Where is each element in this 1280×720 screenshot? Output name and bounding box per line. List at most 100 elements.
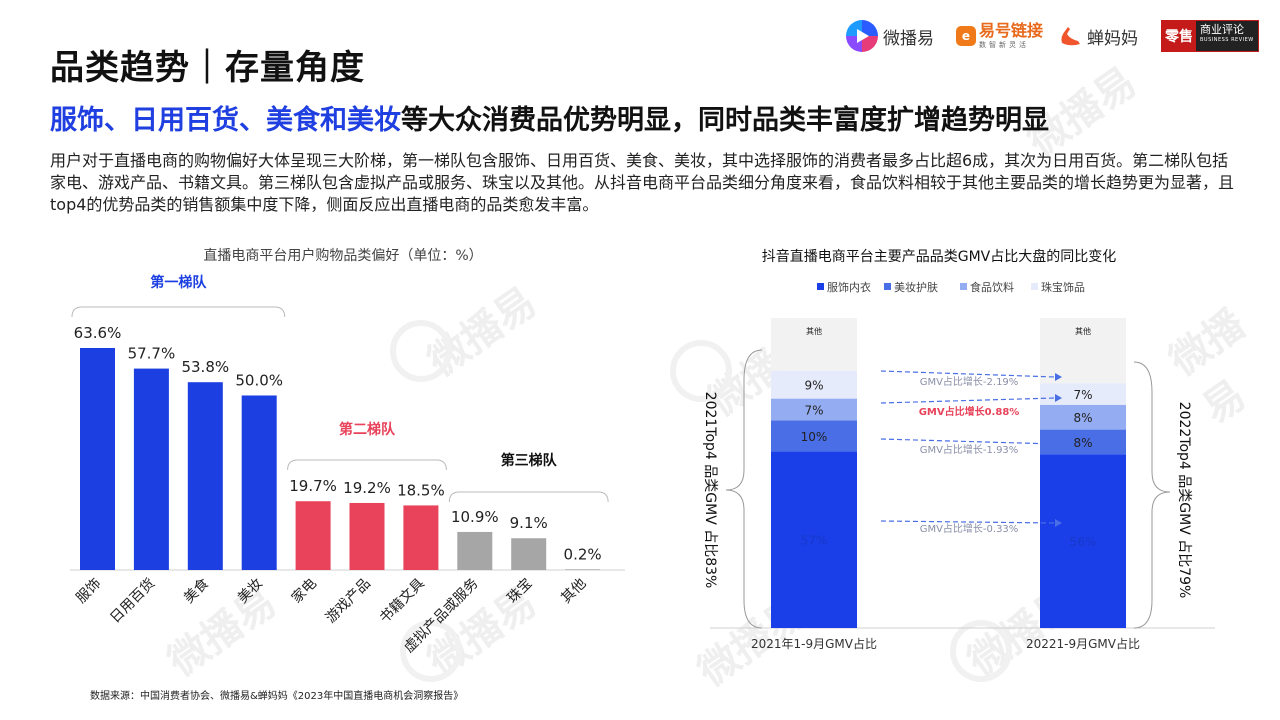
bar-美妆 [241, 395, 277, 570]
bar-value-label: 10.9% [451, 508, 499, 526]
arrow-head-icon [1055, 440, 1062, 448]
legend-label: 食品饮料 [970, 280, 1014, 294]
arrow-head-icon [1055, 373, 1062, 381]
chanmama-logo: 蝉妈妈 [1058, 14, 1138, 58]
growth-annotation: GMV占比增长-0.33% [920, 522, 1019, 535]
yihao-logo: e 易号链接 数智新灵活 [956, 14, 1043, 58]
bar-value-label: 19.7% [289, 477, 337, 495]
segment-label: 57% [801, 534, 828, 548]
arrow-head-icon [1055, 519, 1062, 527]
chart-title: 直播电商平台用户购物品类偏好（单位：%） [203, 247, 482, 264]
bar-value-label: 63.6% [74, 324, 122, 342]
legend-label: 美妆护肤 [894, 280, 938, 294]
legend-swatch [960, 283, 967, 290]
legend-label: 服饰内衣 [827, 280, 871, 294]
yihao-logo-subtext: 数智新灵活 [979, 41, 1029, 49]
segment-label: 其他 [806, 326, 822, 336]
trend-arrow [880, 370, 1056, 378]
weibo-logo-text: 微播易 [883, 28, 934, 49]
brace-label: 2021Top4 品类GMV 占比83% [702, 392, 718, 589]
growth-annotation: GMV占比增长0.88% [919, 405, 1020, 418]
lingshou-logo-mark: 零售 [1162, 21, 1196, 51]
bar-value-label: 53.8% [181, 358, 229, 376]
lingshou-logo-subtext: BUSINESS REVIEW [1200, 37, 1254, 43]
bar-服饰 [80, 348, 115, 570]
tier-label: 第三梯队 [501, 452, 558, 469]
bar-value-label: 0.2% [564, 545, 602, 563]
chanmama-logo-text: 蝉妈妈 [1087, 28, 1138, 49]
stack-segment-食品饮料 [771, 398, 857, 421]
yihao-logo-text: 易号链接 [979, 21, 1044, 40]
play-logo-icon [846, 20, 878, 52]
bar-其他 [565, 569, 601, 570]
legend-swatch [884, 283, 891, 290]
trend-arrow [880, 397, 1056, 404]
bar-书籍文具 [403, 505, 439, 570]
watermark-circle [400, 620, 462, 682]
stack-segment-其他 [771, 318, 857, 371]
stack-segment-美妆护肤 [771, 420, 857, 452]
bar-value-label: 19.2% [343, 479, 391, 497]
growth-annotation: GMV占比增长-1.93% [920, 443, 1019, 456]
tier-bracket [448, 491, 609, 503]
page-subtitle: 服饰、日用百货、美食和美妆等大众消费品优势明显，同时品类丰富度扩增趋势明显 [50, 98, 1049, 137]
segment-label: 7% [1073, 388, 1092, 402]
watermark-circle [670, 340, 732, 402]
stack-segment-珠宝饰品 [771, 370, 857, 399]
legend-swatch [1031, 283, 1038, 290]
bar-日用百货 [133, 368, 169, 570]
tier-bracket [287, 459, 447, 471]
data-source: 数据来源：中国消费者协会、微播易&蝉妈妈《2023年中国直播电商机会洞察报告》 [90, 691, 464, 702]
segment-label: 9% [804, 379, 823, 393]
weibo-logo: 微播易 [846, 14, 934, 58]
bar-value-label: 18.5% [397, 481, 445, 499]
category-tick-label: 20221-9月GMV占比 [1026, 636, 1140, 651]
bar-美食 [187, 382, 223, 570]
lingshou-logo-text: 商业评论 [1200, 23, 1244, 36]
chart-title: 抖音直播电商平台主要产品品类GMV占比大盘的同比变化 [762, 248, 1117, 265]
trend-arrow [880, 520, 1056, 524]
lingshou-logo: 零售 商业评论 BUSINESS REVIEW [1161, 14, 1259, 58]
chanmama-logo-icon [1061, 27, 1080, 46]
stack-segment-服饰内衣 [1040, 454, 1126, 628]
bar-value-label: 9.1% [510, 514, 548, 532]
stack-segment-服饰内衣 [771, 451, 857, 628]
right-brace [1133, 361, 1171, 629]
arrow-head-icon [1055, 394, 1062, 402]
legend-label: 珠宝饰品 [1041, 280, 1085, 294]
bar-珠宝 [511, 538, 547, 570]
brace-label: 2022Top4 品类GMV 占比79% [1176, 402, 1192, 599]
segment-label: 7% [804, 403, 823, 417]
stack-segment-其他 [1040, 318, 1126, 384]
segment-label: 56% [1070, 535, 1097, 549]
trend-arrow [880, 438, 1056, 445]
growth-annotation: GMV占比增长-2.19% [920, 375, 1019, 388]
watermark-circle [950, 620, 1012, 682]
bar-游戏产品 [349, 502, 385, 570]
bar-家电 [295, 501, 331, 570]
category-tick-label: 2021年1-9月GMV占比 [751, 636, 877, 651]
segment-label: 8% [1073, 436, 1092, 450]
page-title: 品类趋势｜存量角度 [50, 48, 365, 88]
watermark-circle [390, 320, 452, 382]
legend-swatch [817, 283, 824, 290]
tier-bracket [71, 306, 286, 318]
subtitle-rest: 等大众消费品优势明显，同时品类丰富度扩增趋势明显 [401, 105, 1049, 136]
stack-segment-美妆护肤 [1040, 429, 1126, 455]
segment-label: 10% [801, 430, 828, 444]
stack-segment-食品饮料 [1040, 404, 1126, 430]
segment-label: 8% [1073, 411, 1092, 425]
tier-label: 第二梯队 [339, 421, 396, 438]
bar-value-label: 50.0% [235, 371, 283, 389]
yihao-logo-icon: e [956, 26, 976, 46]
bar-value-label: 57.7% [128, 345, 176, 363]
bar-虚拟产品或服务 [457, 531, 493, 570]
tier-label: 第一梯队 [150, 274, 207, 291]
subtitle-highlight: 服饰、日用百货、美食和美妆 [50, 105, 401, 136]
stack-segment-珠宝饰品 [1040, 383, 1126, 405]
segment-label: 其他 [1075, 326, 1091, 336]
description: 用户对于直播电商的购物偏好大体呈现三大阶梯，第一梯队包含服饰、日用百货、美食、美… [50, 151, 1235, 214]
left-brace [725, 349, 763, 629]
